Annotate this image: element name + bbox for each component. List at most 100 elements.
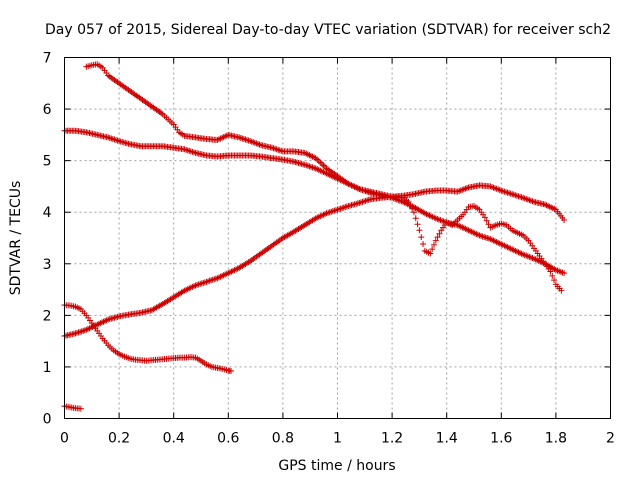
x-tick-label: 1.2 bbox=[381, 431, 403, 447]
data-point bbox=[189, 148, 196, 155]
data-point bbox=[364, 197, 371, 204]
x-tick-label: 2 bbox=[606, 431, 615, 447]
data-point bbox=[184, 147, 191, 154]
data-point bbox=[315, 158, 322, 165]
data-point bbox=[73, 329, 80, 336]
data-point bbox=[328, 208, 335, 215]
data-point bbox=[558, 287, 565, 294]
x-tick-label: 0.8 bbox=[272, 431, 294, 447]
data-point bbox=[268, 144, 275, 151]
x-tick-label: 1.8 bbox=[545, 431, 567, 447]
data-point bbox=[78, 328, 85, 335]
data-point bbox=[420, 241, 427, 248]
data-point bbox=[365, 196, 372, 203]
data-point bbox=[507, 190, 514, 197]
x-tick-label: 1 bbox=[333, 431, 342, 447]
data-point bbox=[114, 137, 121, 144]
data-point bbox=[418, 234, 425, 241]
data-point bbox=[181, 146, 188, 153]
data-point bbox=[432, 237, 439, 244]
data-point bbox=[198, 280, 205, 287]
data-point bbox=[77, 328, 84, 335]
plot-frame bbox=[64, 57, 611, 419]
data-point bbox=[105, 134, 112, 141]
series-prn-d bbox=[61, 127, 568, 277]
data-point bbox=[301, 161, 308, 168]
data-point bbox=[278, 147, 285, 154]
data-point bbox=[304, 162, 311, 169]
data-point bbox=[561, 270, 568, 277]
data-point bbox=[205, 278, 212, 285]
data-point bbox=[106, 134, 113, 141]
y-tick-label: 2 bbox=[43, 308, 52, 324]
data-point bbox=[329, 208, 336, 215]
data-point bbox=[209, 276, 216, 283]
data-point bbox=[405, 198, 412, 205]
data-point bbox=[434, 234, 441, 241]
series-prn-e bbox=[83, 61, 565, 294]
data-point bbox=[356, 199, 363, 206]
data-point bbox=[412, 215, 419, 222]
series-prn-c bbox=[61, 182, 568, 339]
data-point bbox=[208, 277, 215, 284]
data-point bbox=[239, 135, 246, 142]
data-point bbox=[513, 192, 520, 199]
y-tick-label: 4 bbox=[43, 205, 52, 221]
data-point bbox=[303, 162, 310, 169]
data-point bbox=[481, 214, 488, 221]
data-point bbox=[342, 204, 349, 211]
data-point bbox=[331, 207, 338, 214]
data-point bbox=[276, 147, 283, 154]
series-prn-b bbox=[61, 302, 235, 375]
y-tick-label: 7 bbox=[43, 51, 52, 67]
data-point bbox=[502, 189, 509, 196]
data-point bbox=[482, 234, 489, 241]
data-point bbox=[187, 148, 194, 155]
data-point bbox=[307, 163, 314, 170]
data-point bbox=[362, 197, 369, 204]
data-point bbox=[272, 145, 279, 152]
data-point bbox=[237, 134, 244, 141]
chart-title: Day 057 of 2015, Sidereal Day-to-day VTE… bbox=[45, 22, 611, 38]
x-tick-label: 1.4 bbox=[436, 431, 458, 447]
data-point bbox=[436, 230, 443, 237]
data-point bbox=[512, 192, 519, 199]
data-point bbox=[203, 278, 210, 285]
data-point bbox=[510, 191, 517, 198]
data-point bbox=[228, 368, 235, 375]
y-tick-label: 1 bbox=[43, 360, 52, 376]
x-axis-label: GPS time / hours bbox=[278, 458, 395, 474]
data-point bbox=[197, 280, 204, 287]
data-points bbox=[61, 61, 568, 412]
data-point bbox=[337, 205, 344, 212]
data-point bbox=[306, 163, 313, 170]
data-point bbox=[509, 191, 516, 198]
data-point bbox=[339, 205, 346, 212]
data-point bbox=[343, 203, 350, 210]
data-point bbox=[332, 207, 339, 214]
data-point bbox=[361, 198, 368, 205]
data-point bbox=[430, 241, 437, 248]
data-point bbox=[504, 189, 511, 196]
y-tick-label: 5 bbox=[43, 154, 52, 170]
data-point bbox=[407, 202, 414, 209]
data-point bbox=[359, 198, 366, 205]
x-tick-label: 0 bbox=[60, 431, 69, 447]
data-point bbox=[236, 134, 243, 141]
data-point bbox=[340, 204, 347, 211]
data-point bbox=[551, 277, 558, 284]
data-point bbox=[483, 217, 490, 224]
data-point bbox=[416, 227, 423, 234]
data-point bbox=[429, 246, 436, 253]
data-point bbox=[427, 250, 434, 257]
data-point bbox=[270, 145, 277, 152]
data-point bbox=[200, 279, 207, 286]
data-point bbox=[201, 279, 208, 286]
data-point bbox=[109, 135, 116, 142]
data-point bbox=[111, 136, 118, 143]
axes: 0 0.2 0.4 0.6 0.8 1 1.2 1.4 1.6 1.8 2 0 1 2 3 4 5 6 7 bbox=[43, 51, 615, 447]
data-point bbox=[112, 137, 119, 144]
data-point bbox=[414, 221, 421, 228]
